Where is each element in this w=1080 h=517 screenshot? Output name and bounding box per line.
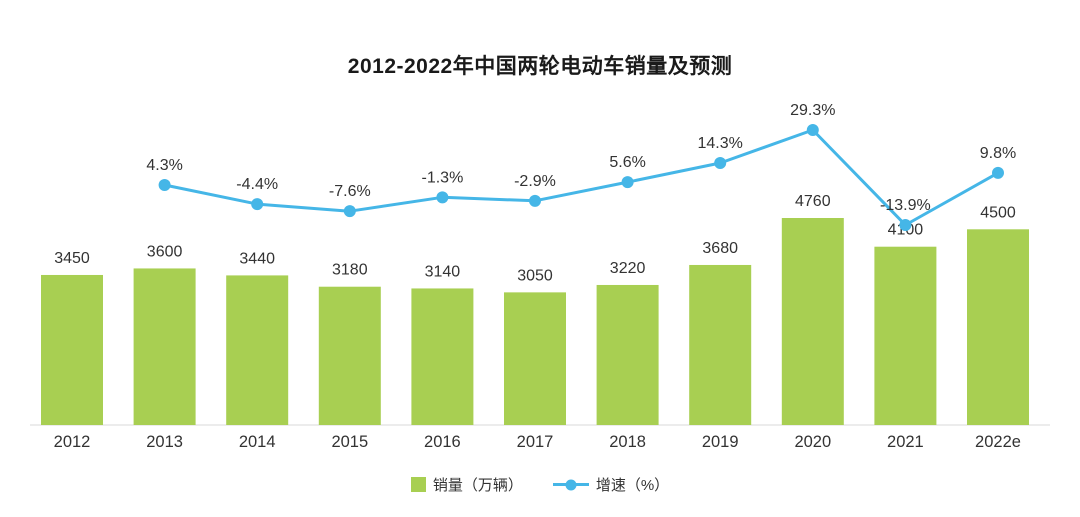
x-axis-label: 2022e xyxy=(975,433,1021,451)
growth-value-label: -1.3% xyxy=(422,169,464,186)
bar-value-label: 4760 xyxy=(795,193,831,210)
bar-2021 xyxy=(874,246,937,425)
bar-value-label: 3140 xyxy=(425,263,461,280)
growth-dot xyxy=(343,205,356,218)
bar-2015 xyxy=(318,286,381,425)
chart-canvas: 3450 2012 3600 2013 3440 2014 3180 2015 3140 2016… xyxy=(30,102,1050,451)
bar-value-label: 3600 xyxy=(147,243,183,260)
x-axis-label: 2016 xyxy=(424,433,461,451)
growth-dot xyxy=(621,176,634,189)
x-axis-label: 2021 xyxy=(887,433,924,451)
x-axis-label: 2020 xyxy=(794,433,831,451)
bar-2018 xyxy=(596,284,659,425)
growth-dot xyxy=(899,219,912,232)
growth-legend-swatch-icon xyxy=(552,479,589,490)
growth-dot xyxy=(806,124,819,136)
bar-value-label: 3680 xyxy=(702,240,738,257)
bar-2019 xyxy=(689,264,752,425)
bar-value-label: 3050 xyxy=(517,267,553,284)
bar-2022e xyxy=(967,229,1029,425)
bar-value-label: 3220 xyxy=(610,260,646,277)
bar-2017 xyxy=(504,292,566,425)
bar-2016 xyxy=(411,288,474,425)
x-axis-label: 2014 xyxy=(239,433,276,451)
bar-value-label: 3440 xyxy=(239,250,275,267)
bar-2013 xyxy=(133,268,196,425)
x-axis-label: 2013 xyxy=(146,433,183,451)
x-axis-label: 2015 xyxy=(331,433,368,451)
growth-line xyxy=(163,128,1000,227)
growth-dot xyxy=(992,166,1004,179)
legend-item-sales: 销量（万辆） xyxy=(410,474,523,495)
growth-value-label: 14.3% xyxy=(698,135,743,152)
growth-dot xyxy=(158,179,171,191)
sales-legend-label: 销量（万辆） xyxy=(432,477,523,494)
legend: 销量（万辆） 增速（%） xyxy=(0,474,1080,495)
bar-2020 xyxy=(781,218,844,425)
bar-value-label: 3180 xyxy=(332,262,368,279)
growth-dot xyxy=(436,191,449,204)
chart-title: 2012-2022年中国两轮电动车销量及预测 xyxy=(347,55,733,78)
sales-legend-swatch-icon xyxy=(410,477,426,492)
x-axis-label: 2017 xyxy=(517,433,554,451)
x-axis-label: 2019 xyxy=(702,433,739,451)
x-axis-label: 2012 xyxy=(54,433,91,451)
bar-2012 xyxy=(41,274,103,425)
legend-item-growth: 增速（%） xyxy=(552,474,670,495)
bar-value-label: 4500 xyxy=(980,204,1016,221)
growth-value-label: 4.3% xyxy=(146,157,182,174)
growth-dot xyxy=(251,198,264,211)
growth-value-label: -7.6% xyxy=(329,183,371,200)
growth-value-label: -4.4% xyxy=(236,176,278,193)
bar-2014 xyxy=(226,275,289,425)
growth-value-label: 9.8% xyxy=(980,145,1016,162)
growth-dot xyxy=(714,157,727,169)
growth-dot xyxy=(529,194,541,207)
growth-value-label: -13.9% xyxy=(880,197,931,214)
growth-value-label: 29.3% xyxy=(790,102,835,119)
growth-value-label: -2.9% xyxy=(514,173,556,190)
growth-legend-dot-icon xyxy=(565,479,577,490)
growth-legend-label: 增速（%） xyxy=(595,477,670,494)
x-axis-label: 2018 xyxy=(609,433,646,451)
bar-value-label: 3450 xyxy=(54,250,90,267)
growth-value-label: 5.6% xyxy=(609,154,645,171)
